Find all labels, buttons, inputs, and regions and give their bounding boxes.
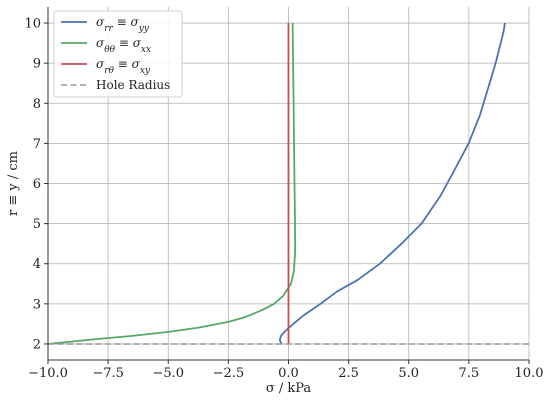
y-tick-label: 3 — [33, 297, 41, 312]
x-tick-label: 10.0 — [515, 366, 544, 381]
legend-label: σrθ ≡ σxy — [96, 57, 151, 76]
legend-label: σrr ≡ σyy — [96, 15, 150, 34]
series-line-1 — [278, 22, 506, 345]
y-tick-label: 5 — [33, 217, 41, 232]
series-line-2 — [47, 22, 297, 345]
x-tick-label: 7.5 — [459, 366, 480, 381]
x-axis-label: σ / kPa — [266, 381, 312, 396]
legend-label: Hole Radius — [96, 78, 170, 92]
y-tick-label: 2 — [33, 337, 41, 352]
y-tick-label: 8 — [33, 97, 41, 112]
x-tick-label: 0.0 — [278, 366, 299, 381]
y-tick-label: 9 — [33, 57, 41, 72]
plot-area — [47, 22, 529, 345]
legend-box — [53, 10, 183, 98]
y-tick-label: 7 — [33, 137, 41, 152]
x-tick-label: −10.0 — [28, 366, 68, 381]
x-tick-label: −5.0 — [152, 366, 184, 381]
y-tick-label: 4 — [33, 257, 41, 272]
x-tick-label: 2.5 — [338, 366, 359, 381]
axes — [44, 7, 530, 364]
x-tick-label: −7.5 — [92, 366, 124, 381]
y-axis-label: r ≡ y / cm — [6, 151, 21, 216]
tick-labels: −10.0 −7.5 −5.0 −2.5 0.0 2.5 5.0 7.5 10.0 2 3 4 5 6 7 8… — [24, 17, 543, 381]
x-tick-label: −2.5 — [213, 366, 245, 381]
x-tick-label: 5.0 — [398, 366, 419, 381]
y-tick-label: 6 — [33, 177, 41, 192]
y-tick-label: 10 — [24, 17, 41, 32]
legend-label: σθθ ≡ σxx — [96, 36, 151, 55]
legend: σrr ≡ σyy σθθ ≡ σxx σrθ ≡ σxy Hole Radius — [53, 10, 183, 98]
